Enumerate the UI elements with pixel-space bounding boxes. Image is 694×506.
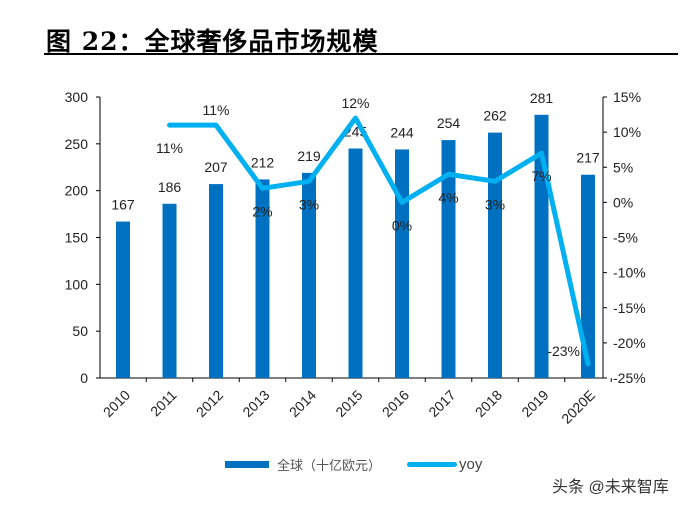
yoy-label: 7% <box>531 168 551 184</box>
right-tick-label: 10% <box>613 124 641 140</box>
bar-label: 207 <box>204 159 228 175</box>
bar <box>162 203 177 378</box>
left-tick-label: 300 <box>65 89 89 105</box>
yoy-label: 0% <box>392 217 412 233</box>
right-tick-label: -10% <box>613 265 646 281</box>
figure-title: 图 22：全球奢侈品市场规模 <box>46 27 379 56</box>
right-tick-label: 5% <box>613 159 633 175</box>
yoy-label: 3% <box>299 196 319 212</box>
left-tick-label: 200 <box>65 183 89 199</box>
bar-label: 219 <box>297 148 321 164</box>
left-tick-label: 150 <box>65 230 89 246</box>
x-tick-label: 2015 <box>332 387 365 420</box>
bar <box>209 184 223 378</box>
right-tick-label: -15% <box>613 300 646 316</box>
bar <box>348 148 363 378</box>
bar-label: 244 <box>390 124 414 140</box>
bar-label: 281 <box>530 90 554 106</box>
legend-line-label: yoy <box>459 456 483 473</box>
bar-label: 254 <box>437 115 461 131</box>
bar-label: 262 <box>483 108 507 124</box>
bar <box>441 140 456 378</box>
left-tick-label: 50 <box>72 323 88 339</box>
yoy-label: 12% <box>341 95 369 111</box>
yoy-label: 4% <box>438 189 458 205</box>
right-tick-label: -5% <box>613 230 638 246</box>
x-tick-label: 2017 <box>425 387 458 420</box>
bar <box>488 132 502 378</box>
x-tick-label: 2014 <box>286 387 319 420</box>
legend: 全球（十亿欧元） yoy <box>225 455 482 474</box>
bar <box>116 221 130 378</box>
bar-label: 186 <box>158 179 182 195</box>
legend-line-swatch <box>407 462 458 467</box>
left-tick-label: 250 <box>65 136 89 152</box>
title-rule <box>44 53 678 55</box>
yoy-label: 11% <box>203 102 230 118</box>
yoy-line <box>167 115 591 367</box>
x-tick-label: 2010 <box>100 387 133 420</box>
bar-label: 217 <box>576 150 600 166</box>
right-tick-label: -25% <box>613 370 646 386</box>
right-tick-label: 0% <box>613 194 633 210</box>
left-tick-label: 0 <box>80 370 88 386</box>
legend-bar-swatch <box>225 461 269 468</box>
yoy-label: 3% <box>485 196 505 212</box>
x-tick-label: 2018 <box>472 387 505 420</box>
bar <box>302 172 316 378</box>
bar-label: 212 <box>251 154 275 170</box>
bar <box>395 149 409 378</box>
right-tick-label: -20% <box>613 335 646 351</box>
yoy-label: 11% <box>156 140 183 156</box>
yoy-label: 2% <box>252 203 272 219</box>
legend-bar-label: 全球（十亿欧元） <box>277 458 382 473</box>
bar <box>581 174 595 378</box>
x-tick-label: 2020E <box>558 387 598 427</box>
bar <box>255 179 270 378</box>
x-tick-label: 2011 <box>147 387 180 420</box>
x-tick-label: 2013 <box>239 387 272 420</box>
yoy-label: -23% <box>547 343 580 359</box>
x-tick-label: 2016 <box>379 387 412 420</box>
bar-label: 167 <box>111 197 135 213</box>
x-tick-label: 2012 <box>193 387 226 420</box>
left-tick-label: 100 <box>65 276 89 292</box>
watermark: 头条 @未来智库 <box>552 479 669 496</box>
x-tick-label: 2019 <box>518 387 551 420</box>
chart: 0 50 100 150 200 250 300 -25% -20% -15% -10% -5% 0% 5… <box>65 89 646 427</box>
right-tick-label: 15% <box>613 89 641 105</box>
